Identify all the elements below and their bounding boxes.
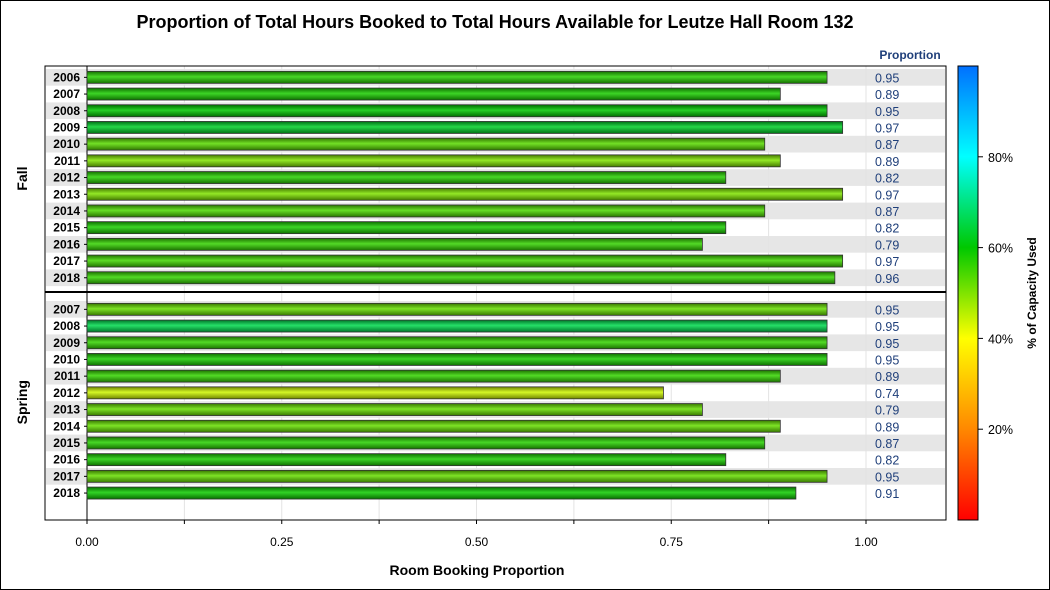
y-tick-label: 2007 (53, 87, 80, 101)
value-label: 0.79 (875, 238, 899, 252)
bar-fall-2006 (86, 70, 828, 84)
colorbar-ticks: 20% 40% 60% 80% (978, 151, 1013, 437)
value-label: 0.95 (875, 320, 899, 334)
value-label: 0.96 (875, 272, 899, 286)
colorbar-tick-label: 60% (988, 242, 1013, 256)
value-column-header: Proportion (879, 48, 940, 62)
y-tick-label: 2011 (54, 154, 80, 168)
y-tick-label: 2012 (53, 386, 80, 400)
value-label: 0.95 (875, 105, 899, 119)
value-labels: 0.95 0.89 0.95 0.97 0.87 0.89 0.82 0.97 0.87 0.82… (875, 71, 899, 501)
bar-fall-2016 (86, 237, 703, 251)
colorbar (957, 65, 979, 521)
bar-spring-2009 (86, 336, 828, 350)
bar-spring-2012 (86, 386, 664, 400)
y-tick-label: 2018 (53, 271, 80, 285)
bar-fall-2017 (86, 254, 844, 268)
value-label: 0.95 (875, 71, 899, 85)
group-label-spring: Spring (14, 380, 30, 424)
bar-spring-2008 (86, 319, 828, 333)
x-tick-label: 0.50 (465, 535, 489, 549)
value-label: 0.74 (875, 387, 899, 401)
group-label-fall: Fall (14, 166, 30, 190)
value-label: 0.82 (875, 454, 899, 468)
value-label: 0.89 (875, 420, 899, 434)
value-label: 0.89 (875, 155, 899, 169)
value-label: 0.89 (875, 88, 899, 102)
bar-fall-2011 (86, 154, 781, 168)
bar-spring-2013 (86, 403, 703, 416)
colorbar-tick-label: 80% (988, 151, 1013, 165)
y-tick-label: 2015 (53, 436, 80, 450)
value-label: 0.91 (875, 487, 899, 501)
y-tick-label: 2009 (53, 336, 80, 350)
y-tick-label: 2008 (53, 319, 80, 333)
x-tick-label: 1.00 (854, 535, 878, 549)
value-label: 0.95 (875, 337, 899, 351)
bar-fall-2012 (86, 171, 727, 184)
y-tick-label: 2017 (53, 254, 80, 268)
value-label: 0.95 (875, 470, 899, 484)
bar-fall-2007 (86, 87, 781, 101)
x-tick-label: 0.75 (660, 535, 684, 549)
bar-fall-2014 (86, 204, 766, 218)
value-label: 0.87 (875, 138, 899, 152)
bar-spring-2014 (86, 419, 781, 433)
y-tick-label: 2006 (53, 70, 80, 84)
bar-spring-2017 (86, 469, 828, 483)
y-tick-labels: 2006 2007 2008 2009 2010 2011 2012 2013 2014 2015… (53, 70, 87, 500)
bar-fall-2018 (86, 271, 836, 285)
bar-spring-2018 (86, 486, 797, 500)
value-label: 0.95 (875, 303, 899, 317)
y-tick-label: 2008 (53, 104, 80, 118)
bars (86, 70, 844, 500)
value-label: 0.87 (875, 205, 899, 219)
y-tick-label: 2016 (53, 237, 80, 251)
bar-spring-2011 (86, 369, 781, 383)
value-label: 0.82 (875, 172, 899, 186)
y-tick-label: 2010 (53, 137, 80, 151)
bar-fall-2010 (86, 137, 766, 151)
bar-spring-2007 (86, 302, 828, 316)
bar-fall-2013 (86, 187, 844, 201)
colorbar-label: % of Capacity Used (1025, 237, 1039, 348)
y-tick-label: 2017 (53, 469, 80, 483)
value-label: 0.97 (875, 255, 899, 269)
y-tick-label: 2013 (53, 187, 80, 201)
y-tick-label: 2016 (53, 453, 80, 467)
value-label: 0.79 (875, 404, 899, 418)
y-tick-label: 2009 (53, 120, 80, 134)
value-label: 0.97 (875, 188, 899, 202)
x-tick-label: 0.25 (270, 535, 294, 549)
chart-title: Proportion of Total Hours Booked to Tota… (136, 12, 853, 32)
x-axis: 0.00 0.25 0.50 0.75 1.00 (75, 520, 878, 549)
y-tick-label: 2011 (54, 369, 80, 383)
bar-fall-2009 (86, 121, 844, 134)
bar-spring-2010 (86, 353, 828, 366)
y-tick-label: 2015 (53, 221, 80, 235)
y-tick-label: 2007 (53, 302, 80, 316)
group-labels: Fall Spring (14, 166, 30, 424)
y-tick-label: 2013 (53, 403, 80, 417)
bar-spring-2016 (86, 453, 727, 467)
value-label: 0.82 (875, 222, 899, 236)
y-tick-label: 2010 (53, 352, 80, 366)
value-label: 0.97 (875, 121, 899, 135)
y-tick-label: 2018 (53, 486, 80, 500)
bar-spring-2015 (86, 436, 766, 450)
x-axis-label: Room Booking Proportion (390, 562, 565, 578)
value-label: 0.87 (875, 437, 899, 451)
colorbar-tick-label: 20% (988, 423, 1013, 437)
y-tick-label: 2014 (53, 204, 80, 218)
x-tick-label: 0.00 (75, 535, 99, 549)
y-tick-label: 2012 (53, 171, 80, 185)
colorbar-tick-label: 40% (988, 332, 1013, 346)
y-tick-label: 2014 (53, 419, 80, 433)
bar-fall-2015 (86, 221, 727, 235)
bar-fall-2008 (86, 104, 828, 118)
value-label: 0.89 (875, 370, 899, 384)
value-label: 0.95 (875, 353, 899, 367)
